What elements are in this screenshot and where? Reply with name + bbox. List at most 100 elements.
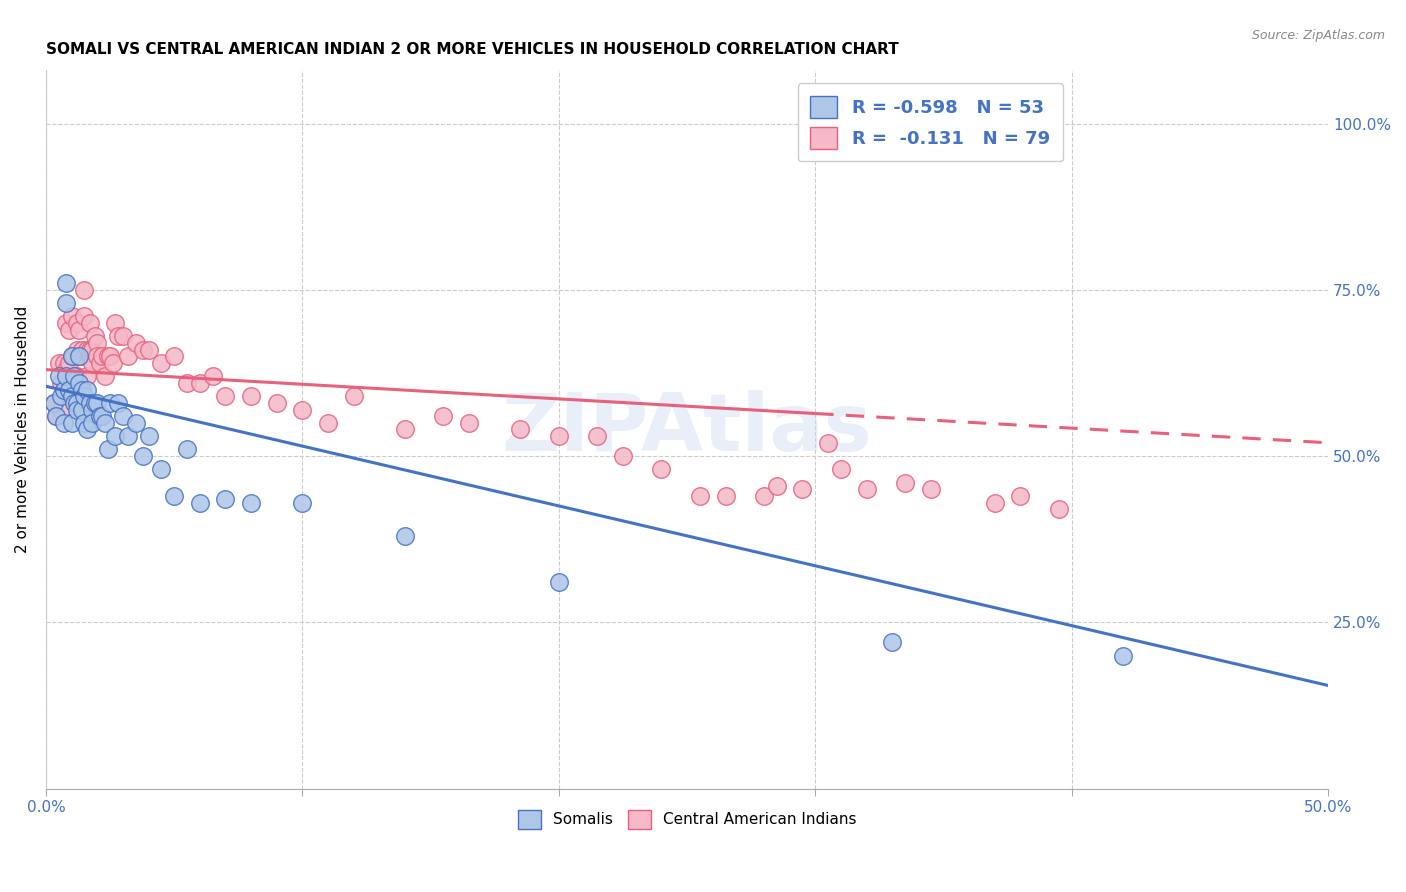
Point (765, 479, 787, 493)
Point (188, 376, 211, 390)
Point (894, 475, 917, 490)
Point (58, 383, 80, 397)
Point (96, 349, 118, 363)
Point (830, 462, 852, 476)
Point (188, 495, 211, 509)
Point (214, 492, 236, 507)
Point (58, 323, 80, 337)
Point (291, 495, 314, 509)
Point (82, 416, 104, 430)
Point (240, 389, 263, 403)
Point (125, 416, 148, 430)
Point (60, 310, 83, 324)
Point (117, 429, 139, 443)
Point (201, 369, 224, 384)
Point (214, 389, 236, 403)
Point (89, 409, 111, 424)
Point (316, 416, 339, 430)
Point (547, 575, 569, 590)
Point (58, 356, 80, 370)
Point (45, 409, 67, 424)
Point (55, 276, 77, 290)
Point (60, 416, 83, 430)
Point (66, 343, 89, 357)
Point (586, 429, 609, 443)
Point (67, 349, 90, 363)
Point (394, 529, 416, 543)
Point (163, 349, 186, 363)
Point (73, 389, 96, 403)
Point (76, 422, 98, 436)
Point (63, 349, 86, 363)
Point (650, 462, 672, 476)
Point (86, 336, 108, 351)
Point (547, 429, 569, 443)
Point (432, 409, 454, 424)
Point (42, 396, 65, 410)
Point (714, 489, 737, 503)
Point (52, 356, 75, 370)
Point (55, 369, 77, 384)
Point (60, 349, 83, 363)
Point (60, 389, 83, 403)
Point (67, 349, 90, 363)
Point (125, 336, 148, 351)
Point (67, 323, 90, 337)
Point (55, 362, 77, 376)
Point (45, 409, 67, 424)
Point (52, 416, 75, 430)
Point (150, 356, 173, 370)
Point (66, 396, 89, 410)
Point (266, 396, 288, 410)
Point (86, 349, 108, 363)
Point (1047, 502, 1070, 516)
Point (86, 396, 108, 410)
Point (855, 483, 877, 497)
Point (104, 429, 127, 443)
Point (1112, 648, 1135, 663)
Point (79, 343, 101, 357)
Point (51, 389, 73, 403)
Point (82, 356, 104, 370)
Point (66, 402, 89, 417)
Point (176, 442, 198, 457)
Point (52, 383, 75, 397)
Text: Source: ZipAtlas.com: Source: ZipAtlas.com (1251, 29, 1385, 42)
Point (291, 402, 314, 417)
Point (67, 376, 90, 390)
Point (689, 489, 711, 503)
Point (138, 429, 160, 443)
Point (111, 409, 134, 424)
Point (63, 369, 86, 384)
Point (509, 422, 531, 436)
Point (1010, 489, 1032, 503)
Point (70, 383, 93, 397)
Text: SOMALI VS CENTRAL AMERICAN INDIAN 2 OR MORE VEHICLES IN HOUSEHOLD CORRELATION CH: SOMALI VS CENTRAL AMERICAN INDIAN 2 OR M… (46, 42, 898, 57)
Point (240, 495, 263, 509)
Point (817, 435, 839, 450)
Point (70, 349, 93, 363)
Point (70, 343, 93, 357)
Point (98, 396, 121, 410)
Point (66, 316, 89, 330)
Point (792, 483, 814, 497)
Point (76, 383, 98, 397)
Point (82, 402, 104, 417)
Point (52, 383, 75, 397)
Point (107, 396, 129, 410)
Point (98, 349, 121, 363)
Point (83, 396, 105, 410)
Point (91, 409, 114, 424)
Point (984, 495, 1007, 509)
Point (89, 356, 111, 370)
Point (60, 376, 83, 390)
Point (73, 416, 96, 430)
Point (63, 396, 86, 410)
Point (107, 329, 129, 343)
Point (111, 329, 134, 343)
Point (163, 489, 186, 503)
Point (176, 376, 198, 390)
Point (920, 483, 942, 497)
Point (458, 416, 481, 430)
Point (752, 489, 775, 503)
